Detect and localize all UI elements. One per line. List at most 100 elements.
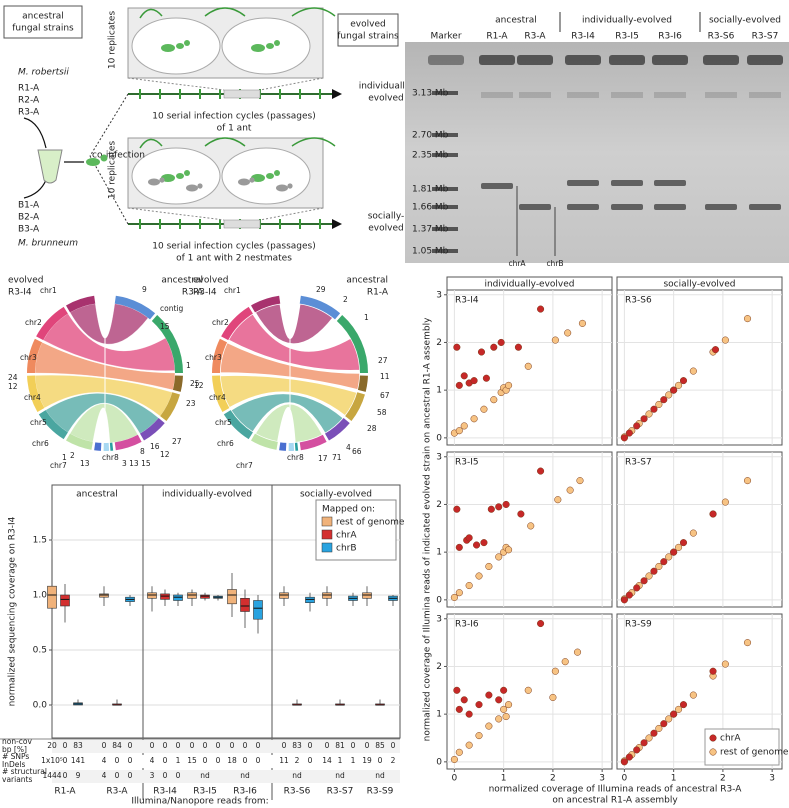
point <box>633 746 641 754</box>
chord-label: chr2 <box>212 318 229 327</box>
size-label: 3.13 Mb <box>412 89 449 99</box>
ant <box>184 170 190 176</box>
table-cell: 1444 <box>42 771 61 780</box>
smear <box>481 92 513 98</box>
point <box>524 686 532 694</box>
chord-label: 1 <box>186 361 191 370</box>
y-tick-label: 1 <box>436 548 442 558</box>
chord-label: chr1 <box>40 286 57 295</box>
row-label: bp [%] <box>2 745 27 754</box>
chord-label: 8 <box>140 447 145 456</box>
box <box>227 589 237 605</box>
chord-segment <box>221 306 253 341</box>
table-cell: 0 <box>378 756 383 765</box>
well <box>609 55 645 65</box>
x-tick-label: 1 <box>501 774 507 784</box>
point <box>679 701 688 709</box>
chord-label: 13 <box>80 459 90 468</box>
chord-label: 11 <box>380 372 390 381</box>
chord-segment <box>27 375 45 412</box>
band <box>654 180 686 186</box>
arrow <box>23 117 47 149</box>
arrow <box>204 7 246 17</box>
arrow <box>139 138 163 149</box>
zoom <box>89 93 129 157</box>
chord-label: 2 <box>343 295 348 304</box>
x-tick-label: 1 <box>671 774 677 784</box>
band <box>519 204 551 210</box>
table-cell: 0 <box>365 741 370 750</box>
point <box>497 338 505 347</box>
lane-label: R1-A <box>486 32 508 42</box>
point <box>660 558 668 566</box>
band <box>705 204 737 210</box>
well <box>428 55 464 65</box>
ant <box>287 183 293 189</box>
chord-label: chr5 <box>30 418 47 427</box>
point <box>470 415 478 423</box>
point <box>655 400 663 409</box>
table-cell: 18 <box>227 756 237 765</box>
chord-segment <box>251 295 281 313</box>
point <box>554 496 562 504</box>
table-cell: 0 <box>203 741 208 750</box>
well <box>652 55 688 65</box>
ant <box>266 173 274 179</box>
point <box>709 510 717 518</box>
table-cell: 1 <box>351 756 356 765</box>
y-tick-label: 0.5 <box>33 646 47 656</box>
table-cell: 14 <box>322 756 332 765</box>
chord-title: R3-A <box>182 288 204 298</box>
x-tick-label: R3-S9 <box>367 787 394 797</box>
zoom <box>127 207 225 221</box>
table-cell: 0 <box>128 771 133 780</box>
point <box>485 691 493 699</box>
size-label: 2.35 Mb <box>412 151 449 161</box>
passage <box>223 89 261 99</box>
legend-label: chrA <box>336 531 357 541</box>
ant <box>251 44 265 52</box>
table-cell: 0 <box>216 741 221 750</box>
point <box>455 748 463 756</box>
band-label: chrB <box>546 259 563 268</box>
table-cell: 0 <box>243 741 248 750</box>
chord-segment <box>357 375 368 392</box>
y-tick-label: 0 <box>436 433 442 443</box>
group-label: socially-evolved <box>709 16 781 26</box>
y-tick-label: 3 <box>436 452 442 462</box>
smear <box>705 92 737 98</box>
point <box>633 422 641 430</box>
x-tick-label: R3-S7 <box>327 787 354 797</box>
point <box>495 715 503 723</box>
smear <box>519 92 551 98</box>
chord-segment <box>109 442 114 451</box>
table-cell: 0 <box>230 741 235 750</box>
chord-label: chr4 <box>24 393 41 402</box>
table-cell: 20 <box>47 741 57 750</box>
chord-ribbon <box>253 302 335 345</box>
y-tick-label: 0.0 <box>33 701 48 711</box>
panel <box>446 451 613 608</box>
point <box>711 346 720 354</box>
strain: B2-A <box>18 213 40 223</box>
chord-label: 12 <box>194 381 204 390</box>
point <box>566 486 574 494</box>
table-cell: 84 <box>112 741 122 750</box>
gel <box>405 42 789 263</box>
ant <box>197 183 203 189</box>
lane-label: R3-S6 <box>708 32 735 42</box>
size-label: 2.70 Mb <box>412 131 449 141</box>
point <box>675 381 683 389</box>
chord-segment <box>114 295 156 320</box>
ant <box>274 170 280 176</box>
table-cell: 15 <box>187 756 197 765</box>
point <box>537 467 545 475</box>
lane-label: R3-S7 <box>752 32 779 42</box>
ant <box>161 44 175 52</box>
caption: 10 serial infection cycles (passages) <box>152 112 315 122</box>
point <box>490 396 498 404</box>
chord-segment <box>27 338 43 373</box>
point <box>480 405 488 413</box>
legend-label: rest of genome <box>336 518 405 528</box>
